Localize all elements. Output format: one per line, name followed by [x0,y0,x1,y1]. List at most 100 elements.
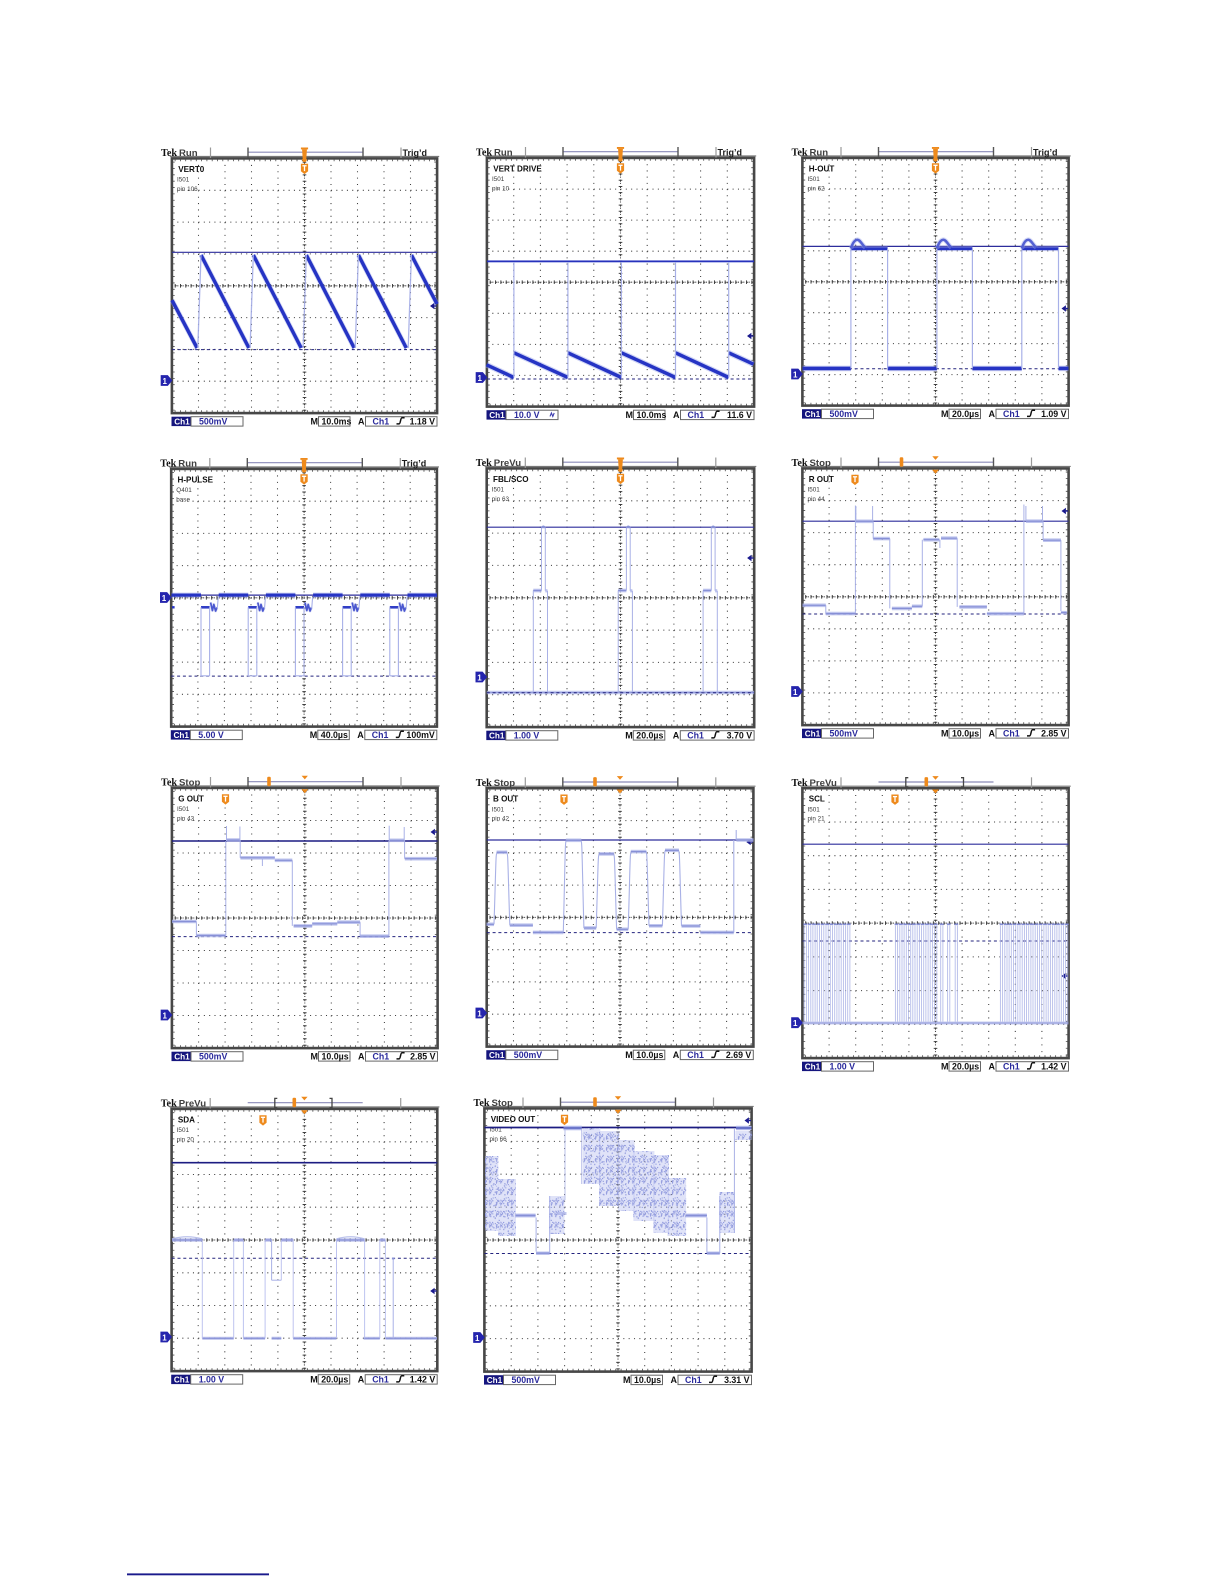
svg-text:10.0ms: 10.0ms [637,410,667,420]
svg-text:I501: I501 [490,1127,503,1134]
svg-text:M: M [311,416,319,426]
svg-text:I501: I501 [808,487,821,494]
svg-text:Q401: Q401 [176,487,192,494]
svg-text:20.0µs: 20.0µs [952,409,979,419]
svg-text:H-PULSE: H-PULSE [178,475,214,484]
svg-text:pin 20: pin 20 [177,1136,195,1143]
svg-text:pin 21: pin 21 [808,816,826,823]
svg-text:Ch1: Ch1 [174,1052,190,1061]
svg-text:pin 62: pin 62 [808,185,826,192]
svg-text:pin 63: pin 63 [492,496,510,503]
svg-text:base: base [176,496,190,503]
svg-text:1: 1 [477,1009,482,1018]
svg-text:I501: I501 [808,176,821,183]
svg-text:Ch1: Ch1 [1003,728,1020,738]
svg-text:Trig’d: Trig’d [1033,148,1058,158]
svg-text:PreVu: PreVu [494,458,522,469]
svg-text:Ch1: Ch1 [687,1050,704,1060]
svg-text:Tek: Tek [792,458,808,469]
svg-text:1: 1 [793,370,798,379]
svg-text:Tek: Tek [161,778,177,789]
svg-text:SDA: SDA [178,1115,195,1124]
svg-text:Stop: Stop [810,458,831,469]
svg-text:Run: Run [494,148,513,159]
svg-text:M: M [623,1375,631,1385]
svg-text:SCL: SCL [809,795,825,804]
svg-text:Tek: Tek [792,148,808,159]
svg-text:I501: I501 [492,806,505,813]
svg-text:Ch1: Ch1 [489,1051,505,1060]
svg-text:Stop: Stop [492,1098,513,1109]
svg-text:Ch1: Ch1 [489,411,505,420]
svg-text:1: 1 [477,673,482,682]
svg-text:Run: Run [179,148,198,159]
svg-text:Ch1: Ch1 [373,416,390,426]
svg-text:10.0µs: 10.0µs [952,728,979,738]
svg-text:1: 1 [475,1334,480,1343]
svg-text:M: M [310,1374,318,1384]
svg-text:M: M [626,410,634,420]
svg-text:Tek: Tek [160,459,176,470]
svg-text:Stop: Stop [179,778,200,789]
svg-text:Ch1: Ch1 [372,1374,389,1384]
svg-text:10.0µs: 10.0µs [322,1051,349,1061]
svg-text:2.85 V: 2.85 V [1041,728,1067,738]
svg-text:Ch1: Ch1 [487,1376,503,1385]
svg-text:10.0ms: 10.0ms [322,416,352,426]
svg-text:A: A [673,1050,680,1060]
svg-text:R OUT: R OUT [809,475,834,484]
svg-text:2.85 V: 2.85 V [410,1051,436,1061]
svg-text:Run: Run [178,459,197,470]
svg-text:pin 43: pin 43 [177,815,195,822]
svg-text:1: 1 [162,594,167,603]
svg-text:FBL/SCO: FBL/SCO [493,475,529,484]
svg-text:Ch1: Ch1 [687,730,704,740]
svg-text:1.00 V: 1.00 V [514,730,540,740]
svg-text:1: 1 [478,374,483,383]
svg-text:A: A [673,410,680,420]
svg-text:M: M [625,730,633,740]
svg-text:PreVu: PreVu [179,1099,207,1110]
svg-text:B OUT: B OUT [493,795,518,804]
svg-text:A: A [671,1375,678,1385]
svg-text:M: M [311,1051,319,1061]
svg-text:1.09 V: 1.09 V [1041,409,1067,419]
svg-text:1.42 V: 1.42 V [1041,1061,1067,1071]
svg-text:500mV: 500mV [514,1050,542,1060]
svg-text:5.00 V: 5.00 V [198,730,224,740]
svg-text:pin 66: pin 66 [490,1136,508,1143]
svg-text:20.0µs: 20.0µs [321,1374,348,1384]
svg-text:10.0µs: 10.0µs [634,1375,661,1385]
svg-text:VERT0: VERT0 [178,165,205,174]
svg-text:Ch1: Ch1 [372,730,389,740]
svg-text:Tek: Tek [161,1099,177,1110]
svg-text:1.00 V: 1.00 V [830,1061,856,1071]
svg-text:500mV: 500mV [512,1375,540,1385]
svg-text:M: M [941,1061,949,1071]
svg-text:Ch1: Ch1 [805,410,821,419]
svg-text:pin 44: pin 44 [808,496,826,503]
svg-text:500mV: 500mV [830,409,858,419]
svg-text:Ch1: Ch1 [489,731,505,740]
svg-text:pin 10: pin 10 [492,185,510,192]
svg-text:Ch1: Ch1 [805,1062,821,1071]
svg-text:I501: I501 [808,806,821,813]
svg-text:3.31 V: 3.31 V [724,1375,750,1385]
svg-text:Trig’d: Trig’d [403,148,428,158]
svg-text:pin 106: pin 106 [177,186,198,193]
svg-text:Tek: Tek [792,778,808,789]
svg-text:Ch1: Ch1 [373,1051,390,1061]
svg-text:3.70 V: 3.70 V [727,730,753,740]
svg-text:A: A [358,416,365,426]
svg-text:Trig’d: Trig’d [718,148,743,158]
svg-text:Tek: Tek [474,1098,490,1109]
svg-text:1.18 V: 1.18 V [410,416,436,426]
svg-text:I501: I501 [492,487,505,494]
svg-text:I501: I501 [177,806,190,813]
svg-text:A: A [358,1374,365,1384]
svg-text:VERT DRIVE: VERT DRIVE [493,164,542,173]
svg-text:Ch1: Ch1 [174,417,190,426]
svg-text:I501: I501 [177,177,190,184]
svg-text:10.0 V: 10.0 V [514,410,540,420]
svg-text:Tek: Tek [476,148,492,159]
